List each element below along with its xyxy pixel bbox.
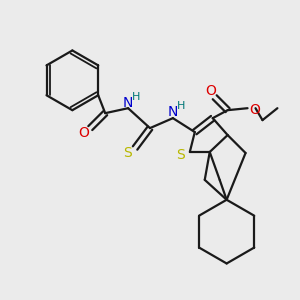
Text: N: N bbox=[168, 105, 178, 119]
Text: H: H bbox=[177, 101, 185, 111]
Text: O: O bbox=[78, 126, 89, 140]
Text: N: N bbox=[123, 96, 133, 110]
Text: H: H bbox=[132, 92, 140, 102]
Text: O: O bbox=[249, 103, 260, 117]
Text: S: S bbox=[176, 148, 185, 162]
Text: S: S bbox=[123, 146, 131, 160]
Text: O: O bbox=[205, 84, 216, 98]
